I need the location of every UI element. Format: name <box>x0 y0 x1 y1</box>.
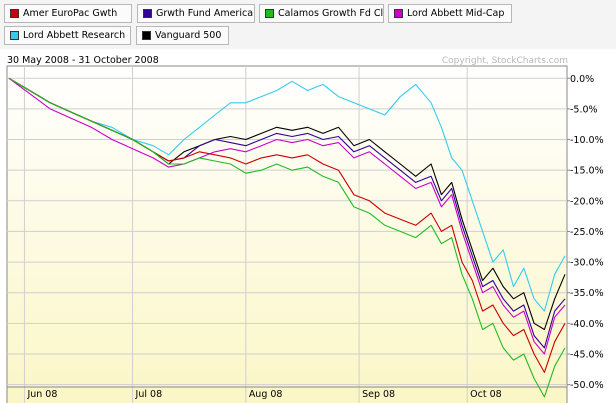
legend-label: Grwth Fund America <box>156 8 254 19</box>
legend-label: Lord Abbett Research <box>23 30 126 41</box>
y-tick-label: -40.0% <box>570 319 604 330</box>
y-tick-label: -45.0% <box>570 349 604 360</box>
y-tick-label: 0.0% <box>570 74 594 85</box>
x-tick-label: Jul 08 <box>135 389 163 400</box>
copyright: Copyright, StockCharts.com <box>441 56 568 66</box>
y-tick-label: -10.0% <box>570 135 604 146</box>
y-tick-label: -20.0% <box>570 196 604 207</box>
series-line-lord-abbett-mid-cap <box>8 77 566 355</box>
series-lines <box>8 77 566 398</box>
y-tick-label: -25.0% <box>570 227 604 238</box>
legend-label: Lord Abbett Mid-Cap <box>407 8 505 19</box>
y-axis: 0.0% -5.0% -10.0% -15.0% -20.0% -25.0% -30.0% -… <box>567 74 604 391</box>
legend-swatch <box>394 9 403 18</box>
date-range: 30 May 2008 - 31 October 2008 <box>7 55 159 66</box>
grid-lines <box>7 66 567 403</box>
legend-swatch <box>265 9 274 18</box>
legend-bar: Amer EuroPac Gwth Grwth Fund America Cal… <box>0 0 616 49</box>
legend-swatch <box>143 9 152 18</box>
x-axis: Jun 08 Jul 08 Aug 08 Sep 08 Oct 08 <box>7 386 567 400</box>
legend-item[interactable]: Vanguard 500 <box>136 26 229 45</box>
legend-label: Calamos Growth Fd Cl <box>278 8 384 19</box>
legend-item[interactable]: Lord Abbett Mid-Cap <box>388 4 512 23</box>
legend-label: Vanguard 500 <box>155 30 222 41</box>
series-line-calamos-growth-fd-cl <box>8 77 566 398</box>
y-tick-label: -5.0% <box>570 104 598 115</box>
plot-background <box>6 65 568 403</box>
y-tick-label: -30.0% <box>570 258 604 269</box>
legend-item[interactable]: Amer EuroPac Gwth <box>4 4 132 23</box>
legend-label: Amer EuroPac Gwth <box>23 8 118 19</box>
legend-swatch <box>10 9 19 18</box>
y-tick-label: -50.0% <box>570 380 604 391</box>
y-tick-label: -15.0% <box>570 166 604 177</box>
legend-swatch <box>10 31 19 40</box>
legend-item[interactable]: Calamos Growth Fd Cl <box>259 4 384 23</box>
y-tick-label: -35.0% <box>570 288 604 299</box>
x-tick-label: Oct 08 <box>470 389 502 400</box>
legend-swatch <box>142 31 151 40</box>
legend-item[interactable]: Lord Abbett Research <box>4 26 131 45</box>
legend-item[interactable]: Grwth Fund America <box>137 4 255 23</box>
series-line-lord-abbett-research <box>8 77 566 312</box>
x-tick-label: Aug 08 <box>249 389 283 400</box>
x-tick-label: Sep 08 <box>362 389 395 400</box>
x-tick-label: Jun 08 <box>26 389 57 400</box>
